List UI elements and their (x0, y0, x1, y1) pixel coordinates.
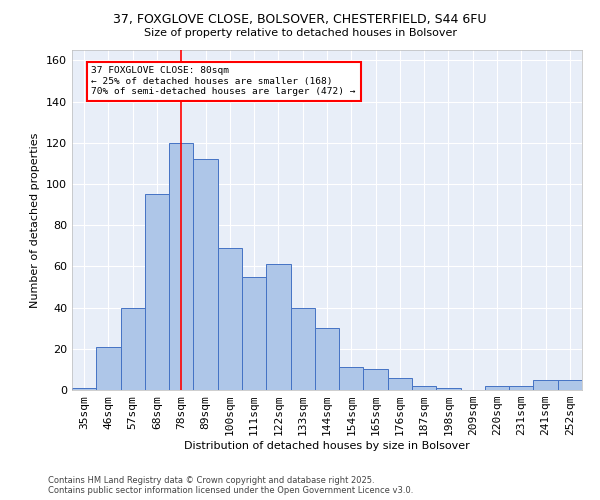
Text: Size of property relative to detached houses in Bolsover: Size of property relative to detached ho… (143, 28, 457, 38)
Bar (558, 380, 582, 390)
Text: Contains HM Land Registry data © Crown copyright and database right 2025.
Contai: Contains HM Land Registry data © Crown c… (48, 476, 413, 495)
Bar (315, 328, 339, 390)
Bar (72, 388, 96, 390)
Bar (290, 308, 315, 390)
Bar (145, 194, 169, 390)
Bar (509, 386, 533, 390)
Bar (533, 380, 558, 390)
Bar (388, 378, 412, 390)
Bar (266, 264, 290, 390)
Bar (218, 248, 242, 390)
Bar (485, 386, 509, 390)
Y-axis label: Number of detached properties: Number of detached properties (31, 132, 40, 308)
Bar (121, 308, 145, 390)
Bar (412, 386, 436, 390)
X-axis label: Distribution of detached houses by size in Bolsover: Distribution of detached houses by size … (184, 441, 470, 451)
Text: 37 FOXGLOVE CLOSE: 80sqm
← 25% of detached houses are smaller (168)
70% of semi-: 37 FOXGLOVE CLOSE: 80sqm ← 25% of detach… (91, 66, 356, 96)
Bar (193, 159, 218, 390)
Bar (339, 368, 364, 390)
Bar (96, 346, 121, 390)
Bar (436, 388, 461, 390)
Bar (364, 370, 388, 390)
Text: 37, FOXGLOVE CLOSE, BOLSOVER, CHESTERFIELD, S44 6FU: 37, FOXGLOVE CLOSE, BOLSOVER, CHESTERFIE… (113, 12, 487, 26)
Bar (169, 142, 193, 390)
Bar (242, 276, 266, 390)
